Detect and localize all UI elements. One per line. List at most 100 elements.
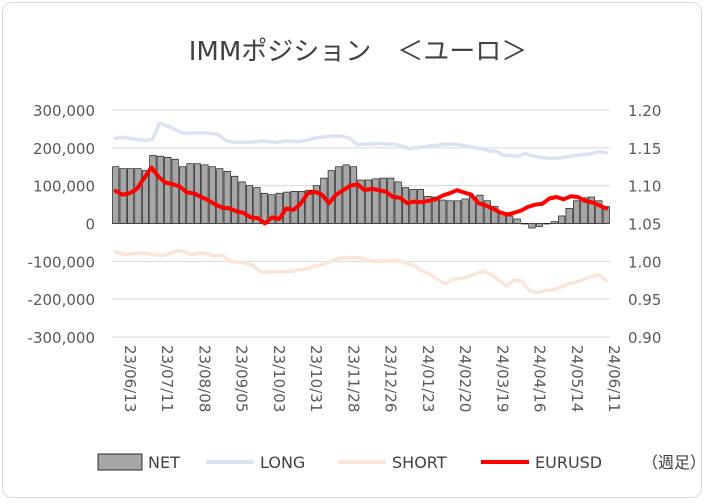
net-bar xyxy=(454,200,462,224)
net-bar xyxy=(439,199,447,224)
x-tick-label: 23/07/11 xyxy=(158,345,176,412)
net-bar xyxy=(491,206,499,224)
chart-frame xyxy=(2,2,702,498)
legend-label-eurusd: EURUSD xyxy=(535,453,602,472)
net-bar xyxy=(550,221,558,224)
x-tick-label: 24/04/16 xyxy=(531,345,549,412)
net-bar xyxy=(201,164,209,224)
net-bar xyxy=(238,181,246,224)
x-tick-label: 24/02/20 xyxy=(456,345,474,412)
net-bar xyxy=(595,200,603,224)
short-line xyxy=(113,248,609,295)
net-bar xyxy=(141,170,149,224)
net-bar xyxy=(573,200,581,224)
net-bar xyxy=(223,170,231,224)
legend-label-net: NET xyxy=(148,453,180,472)
y-right-tick-label: 0.90 xyxy=(628,329,661,347)
y-left-tick-label: 200,000 xyxy=(33,140,95,158)
net-bar xyxy=(528,223,536,229)
net-bar xyxy=(171,158,179,224)
net-bar xyxy=(558,215,566,224)
x-tick-label: 23/09/05 xyxy=(233,345,251,412)
net-bar xyxy=(513,218,521,224)
net-bar xyxy=(476,194,484,224)
y-right-tick-label: 1.10 xyxy=(628,178,661,196)
chart-title: IMMポジション ＜ユーロ＞ xyxy=(189,37,528,67)
legend: NET LONG SHORT EURUSD xyxy=(97,453,602,472)
net-bar xyxy=(535,223,543,227)
net-bar xyxy=(312,185,320,224)
y-right-axis: 1.20 1.15 1.10 1.05 1.00 0.95 0.90 xyxy=(628,102,661,347)
x-axis: 23/06/13 23/07/11 23/08/08 23/09/05 23/10/03… xyxy=(121,345,623,412)
net-bar xyxy=(506,215,514,224)
y-right-tick-label: 0.95 xyxy=(628,291,661,309)
x-tick-label: 23/06/13 xyxy=(121,345,139,412)
net-bar xyxy=(402,187,410,224)
net-bar xyxy=(112,166,120,224)
net-bar xyxy=(305,189,313,224)
y-left-tick-label: 300,000 xyxy=(33,102,95,120)
x-tick-label: 24/06/11 xyxy=(605,345,623,412)
net-bar xyxy=(446,200,454,224)
net-bar xyxy=(179,166,187,224)
net-bar xyxy=(149,155,157,224)
y-left-tick-label: 100,000 xyxy=(33,178,95,196)
net-bar xyxy=(364,179,372,224)
net-bar xyxy=(164,156,172,224)
net-bar xyxy=(543,223,551,225)
net-bar xyxy=(565,208,573,224)
y-left-axis: 300,000 200,000 100,000 0 -100,000 -200,000 -3… xyxy=(28,102,95,347)
x-tick-label: 24/05/14 xyxy=(568,345,586,412)
net-bar xyxy=(394,181,402,224)
x-tick-label: 24/03/19 xyxy=(493,345,511,412)
unit-note: （週足） xyxy=(642,453,706,472)
net-bar xyxy=(156,155,164,224)
net-bar xyxy=(424,195,432,224)
grid xyxy=(112,109,610,338)
x-tick-label: 24/01/23 xyxy=(419,345,437,412)
eurusd-line xyxy=(113,165,609,226)
x-tick-label: 23/10/31 xyxy=(307,345,325,412)
net-bar xyxy=(342,164,350,224)
net-bar xyxy=(416,189,424,224)
x-tick-label: 23/11/28 xyxy=(344,345,362,412)
net-bar xyxy=(208,166,216,224)
net-bar xyxy=(275,192,283,224)
x-tick-label: 23/12/26 xyxy=(382,345,400,412)
y-left-tick-label: 0 xyxy=(85,216,95,234)
legend-label-long: LONG xyxy=(260,453,305,472)
net-bar xyxy=(245,185,254,224)
y-right-tick-label: 1.00 xyxy=(628,253,661,271)
x-tick-label: 23/08/08 xyxy=(196,345,214,412)
y-right-tick-label: 1.05 xyxy=(628,216,661,234)
net-bar xyxy=(387,177,395,224)
net-bar xyxy=(253,187,261,224)
net-bar xyxy=(431,196,439,224)
y-left-tick-label: -300,000 xyxy=(28,329,95,347)
net-bar xyxy=(587,196,595,224)
y-right-tick-label: 1.20 xyxy=(628,102,661,120)
net-bar xyxy=(216,168,224,224)
net-bar xyxy=(483,200,491,224)
net-bar xyxy=(409,189,417,224)
net-bar xyxy=(521,223,529,225)
y-left-tick-label: -100,000 xyxy=(28,253,95,271)
net-bar xyxy=(350,166,358,224)
net-bar xyxy=(268,194,276,224)
long-line xyxy=(113,121,609,161)
net-bar xyxy=(127,168,135,224)
net-bar xyxy=(372,178,380,224)
net-bar xyxy=(134,168,142,224)
series-lines xyxy=(113,121,609,295)
net-bar xyxy=(379,177,387,224)
net-bars xyxy=(112,155,610,229)
legend-label-short: SHORT xyxy=(392,453,447,472)
y-left-tick-label: -200,000 xyxy=(28,291,95,309)
net-bar xyxy=(580,197,588,224)
x-tick-label: 23/10/03 xyxy=(270,345,288,412)
net-bar xyxy=(357,179,365,224)
legend-swatch-net xyxy=(97,453,143,471)
net-bar xyxy=(461,198,469,224)
net-bar xyxy=(231,175,239,224)
